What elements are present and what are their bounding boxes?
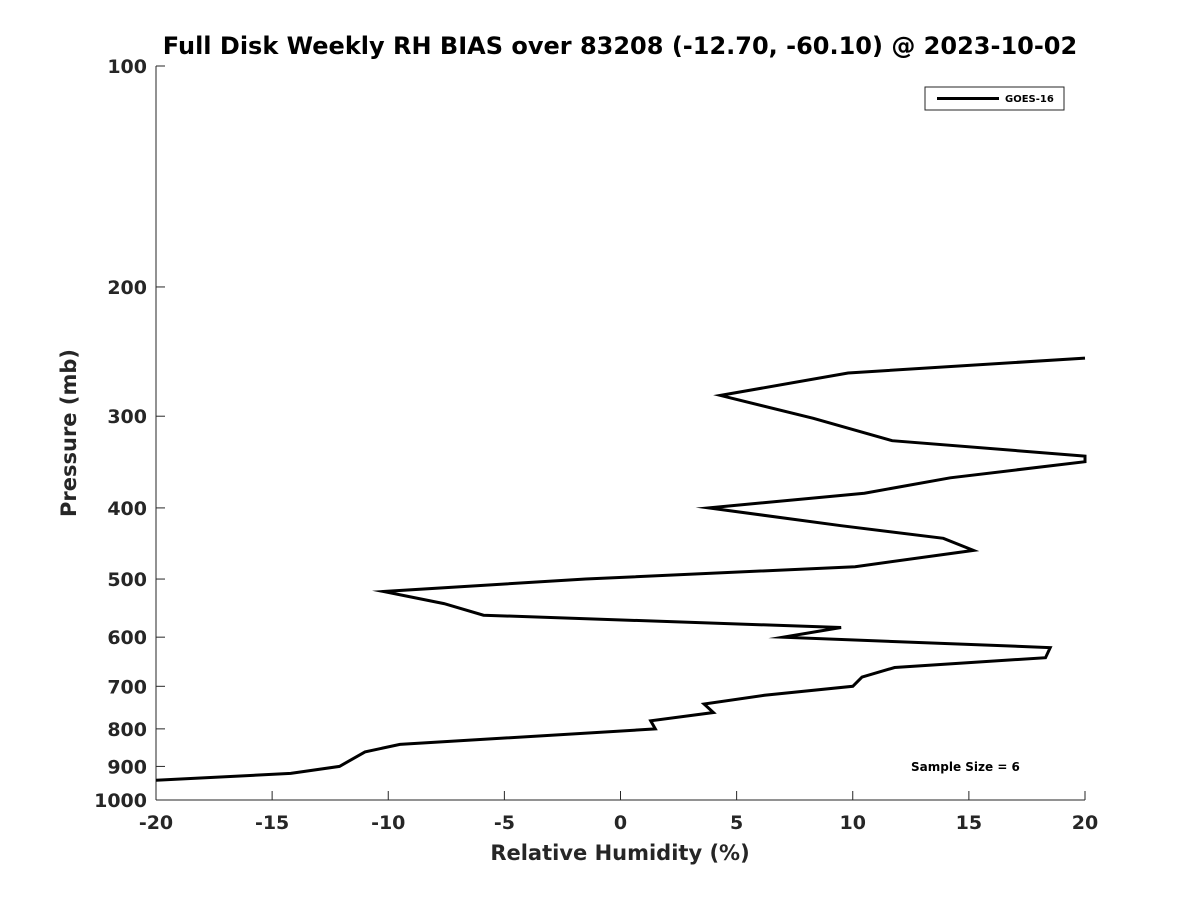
x-axis-label: Relative Humidity (%)	[490, 841, 749, 865]
x-tick-label: 0	[614, 812, 627, 834]
x-tick-label: -5	[494, 812, 515, 834]
y-tick-label: 200	[107, 277, 147, 299]
y-tick-label: 500	[107, 569, 147, 591]
y-ticks: 100 200 300 400 500 600 700 800 900 1000	[94, 56, 165, 812]
legend: GOES-16	[924, 86, 1065, 111]
x-tick-label: -15	[255, 812, 289, 834]
x-tick-label: -20	[139, 812, 173, 834]
y-tick-label: 400	[107, 498, 147, 520]
y-tick-label: 600	[107, 627, 147, 649]
plot-area	[156, 66, 1085, 800]
x-ticks: -20 -15 -10 -5 0 5 10 15 20	[139, 791, 1098, 834]
series-layer	[155, 356, 1087, 782]
x-tick-label: 5	[730, 812, 743, 834]
x-tick-label: 20	[1072, 812, 1098, 834]
x-tick-label: -10	[371, 812, 405, 834]
y-tick-label: 700	[107, 676, 147, 698]
x-tick-label: 10	[840, 812, 866, 834]
chart-title: Full Disk Weekly RH BIAS over 83208 (-12…	[163, 32, 1077, 60]
series-line-goes-16	[155, 356, 1087, 782]
sample-size-annotation: Sample Size = 6	[911, 760, 1020, 774]
y-axis-label: Pressure (mb)	[57, 349, 81, 517]
y-tick-label: 900	[107, 756, 147, 778]
plot-background	[156, 66, 1085, 800]
y-tick-label: 800	[107, 719, 147, 741]
legend-label: GOES-16	[1005, 94, 1054, 105]
y-tick-label: 300	[107, 406, 147, 428]
x-tick-label: 15	[956, 812, 982, 834]
y-tick-label: 100	[107, 56, 147, 78]
y-tick-label: 1000	[94, 790, 147, 812]
